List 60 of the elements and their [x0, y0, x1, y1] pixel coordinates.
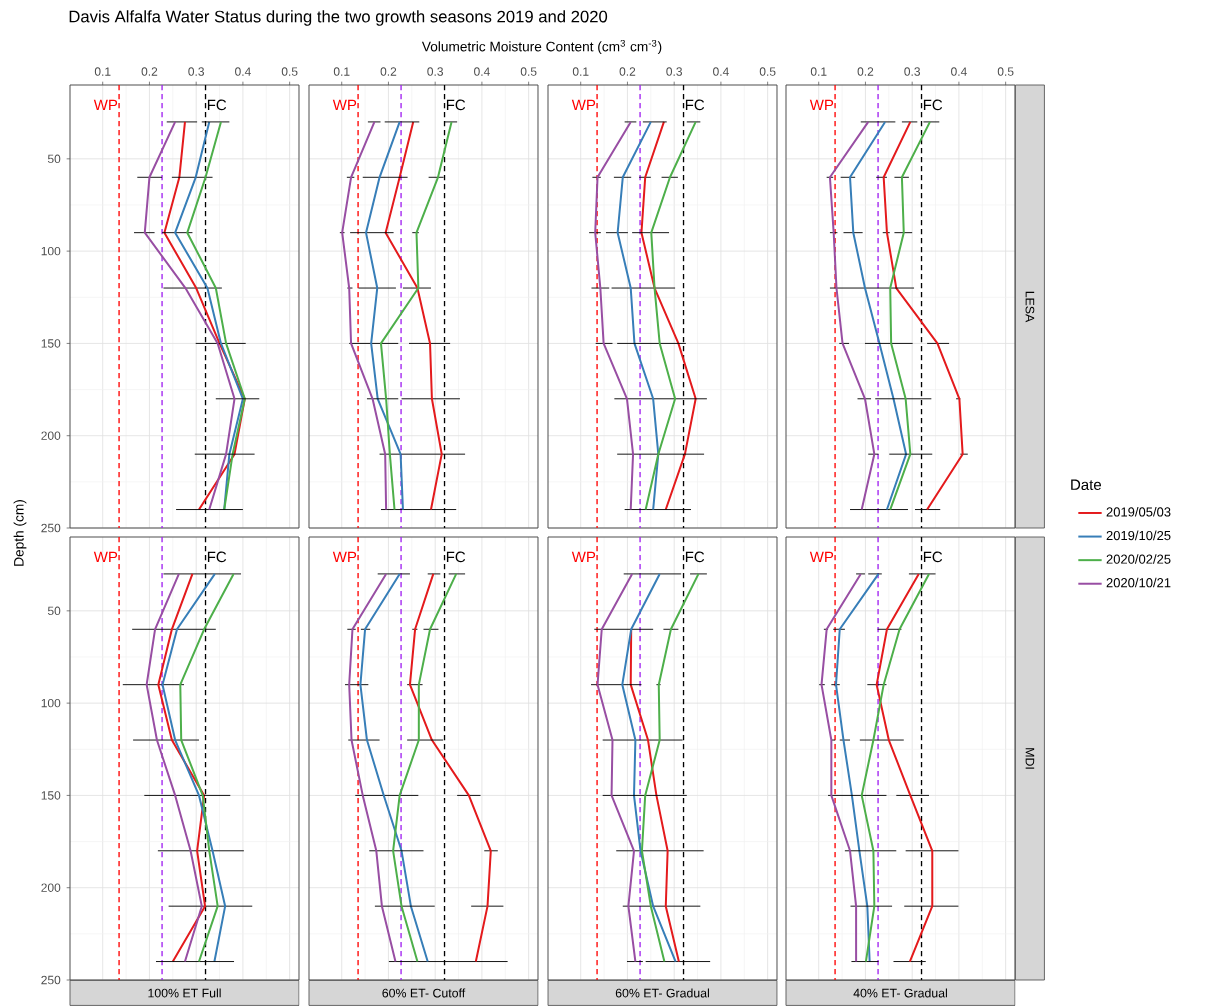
ref-line-label: WP [809, 99, 834, 111]
x-tick-label: 0.5 [997, 67, 1014, 76]
x-axis-title: 60% ET- Gradual [615, 988, 709, 998]
x-tick-label: 0.4 [235, 67, 251, 76]
ref-line-label: FC [207, 99, 227, 111]
x-tick-label: 0.3 [666, 67, 682, 76]
text: Volumetric Moisture Content (cm$^{3}$ cm$^{-3}$) [421, 39, 662, 55]
y-axis-title: Depth (cm) [13, 500, 27, 566]
legend-label: 2020/10/21 [1106, 577, 1171, 588]
y-tick-label: 150 [41, 791, 61, 800]
x-tick-label: 0.1 [94, 67, 111, 76]
x-tick-label: 0.4 [713, 67, 729, 76]
x-tick-label: 0.5 [759, 67, 776, 76]
x-tick-label: 0.5 [281, 67, 298, 76]
x-axis-title: 100% ET Full [148, 988, 221, 998]
ref-line-label: FC [685, 99, 705, 111]
x-tick-label: 0.4 [474, 67, 490, 76]
y-tick-label: 250 [41, 975, 61, 985]
y-tick-label: 100 [41, 698, 61, 708]
x-tick-label: 0.4 [951, 67, 967, 76]
ref-line-label: WP [93, 99, 118, 111]
ref-line-label: FC [207, 551, 227, 563]
y2-axis-title: LESA [1025, 291, 1035, 323]
ref-line-label: WP [93, 551, 118, 563]
x-tick-label: 0.5 [520, 67, 537, 76]
legend-label: 2020/02/25 [1106, 554, 1171, 564]
x-tick-label: 0.3 [188, 67, 204, 76]
ref-line-label: FC [923, 99, 943, 111]
x-tick-label: 0.2 [619, 67, 636, 76]
ref-line-label: WP [809, 551, 834, 563]
y-tick-label: 50 [47, 154, 61, 164]
ref-line-label: WP [571, 551, 596, 563]
ref-line-label: FC [446, 551, 466, 563]
y2-axis-title: MDI [1025, 748, 1035, 769]
x-axis-title: 40% ET- Gradual [853, 988, 947, 998]
x-tick-label: 0.1 [333, 67, 350, 76]
legend-label: 2019/10/25 [1106, 530, 1171, 541]
ref-line-label: FC [446, 99, 466, 111]
text: Davis Alfalfa Water Status during the two growth seasons 2019 and 2020 [69, 10, 608, 26]
legend-title: Date [1071, 479, 1102, 491]
x-axis-title: 60% ET- Cutoff [382, 988, 466, 998]
x-tick-label: 0.2 [141, 67, 158, 76]
x-tick-label: 0.1 [572, 67, 589, 76]
ref-line-label: WP [571, 99, 596, 111]
legend-label: 2019/05/03 [1106, 507, 1171, 517]
y-tick-label: 150 [41, 339, 61, 348]
x-tick-label: 0.2 [380, 67, 397, 76]
ref-line-label: FC [923, 551, 943, 563]
y-tick-label: 200 [41, 883, 61, 892]
ref-line-label: WP [332, 99, 357, 111]
y-tick-label: 50 [47, 606, 61, 616]
y-tick-label: 200 [41, 431, 61, 440]
y-tick-label: 250 [41, 523, 61, 533]
ref-line-label: FC [685, 551, 705, 563]
x-tick-label: 0.1 [810, 67, 827, 76]
y-tick-label: 100 [41, 246, 61, 256]
x-tick-label: 0.2 [857, 67, 874, 76]
x-tick-label: 0.3 [904, 67, 920, 76]
x-tick-label: 0.3 [427, 67, 443, 76]
ref-line-label: WP [332, 551, 357, 563]
